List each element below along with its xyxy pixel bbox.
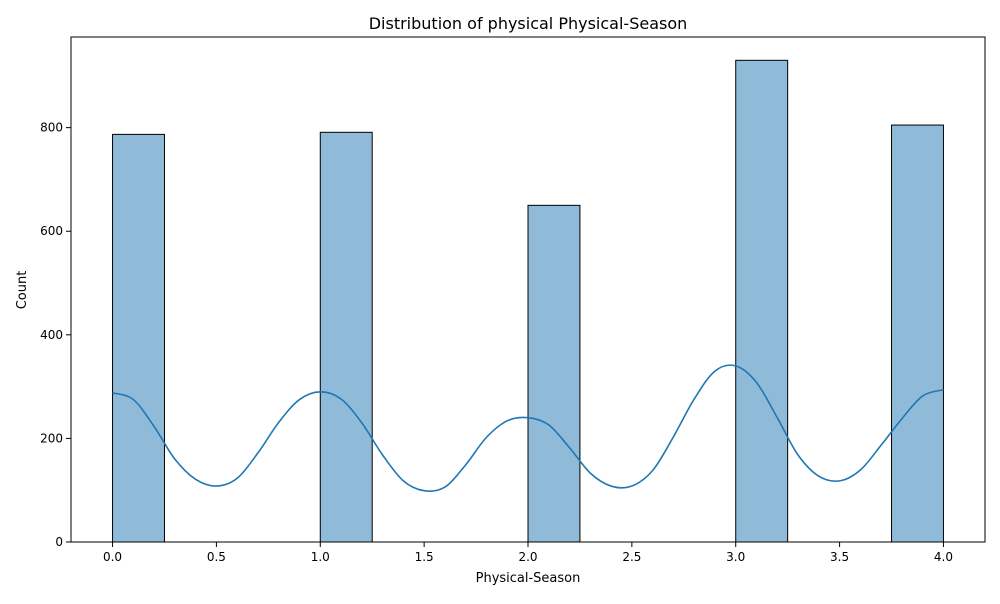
x-tick-label: 4.0 [934, 550, 953, 564]
y-tick-label: 400 [40, 328, 63, 342]
histogram-bar [527, 204, 581, 543]
histogram-bar [891, 124, 944, 543]
x-tick-label: 0.5 [207, 550, 226, 564]
y-axis-title: Count [15, 271, 30, 310]
chart-title: Distribution of physical Physical-Season [369, 14, 688, 33]
x-tick-label: 0.0 [103, 550, 122, 564]
y-axis-ticks: 0 200 400 600 800 [40, 121, 71, 549]
histogram-bar [319, 131, 373, 543]
y-tick-label: 600 [40, 224, 63, 238]
x-tick-label: 3.5 [830, 550, 849, 564]
x-tick-label: 1.5 [415, 550, 434, 564]
bars-layer [112, 59, 944, 543]
kde-curve [112, 364, 944, 493]
histogram-bar [735, 59, 789, 543]
x-tick-label: 1.0 [311, 550, 330, 564]
x-tick-label: 2.0 [518, 550, 537, 564]
y-tick-label: 800 [40, 121, 63, 135]
x-axis-ticks: 0.0 0.5 1.0 1.5 2.0 2.5 3.0 3.5 4.0 [103, 542, 953, 564]
y-tick-label: 200 [40, 431, 63, 445]
x-tick-label: 3.0 [726, 550, 745, 564]
histogram-bar [112, 133, 165, 543]
y-tick-label: 0 [55, 535, 63, 549]
x-tick-label: 2.5 [622, 550, 641, 564]
x-axis-title: Physical-Season [476, 571, 581, 586]
